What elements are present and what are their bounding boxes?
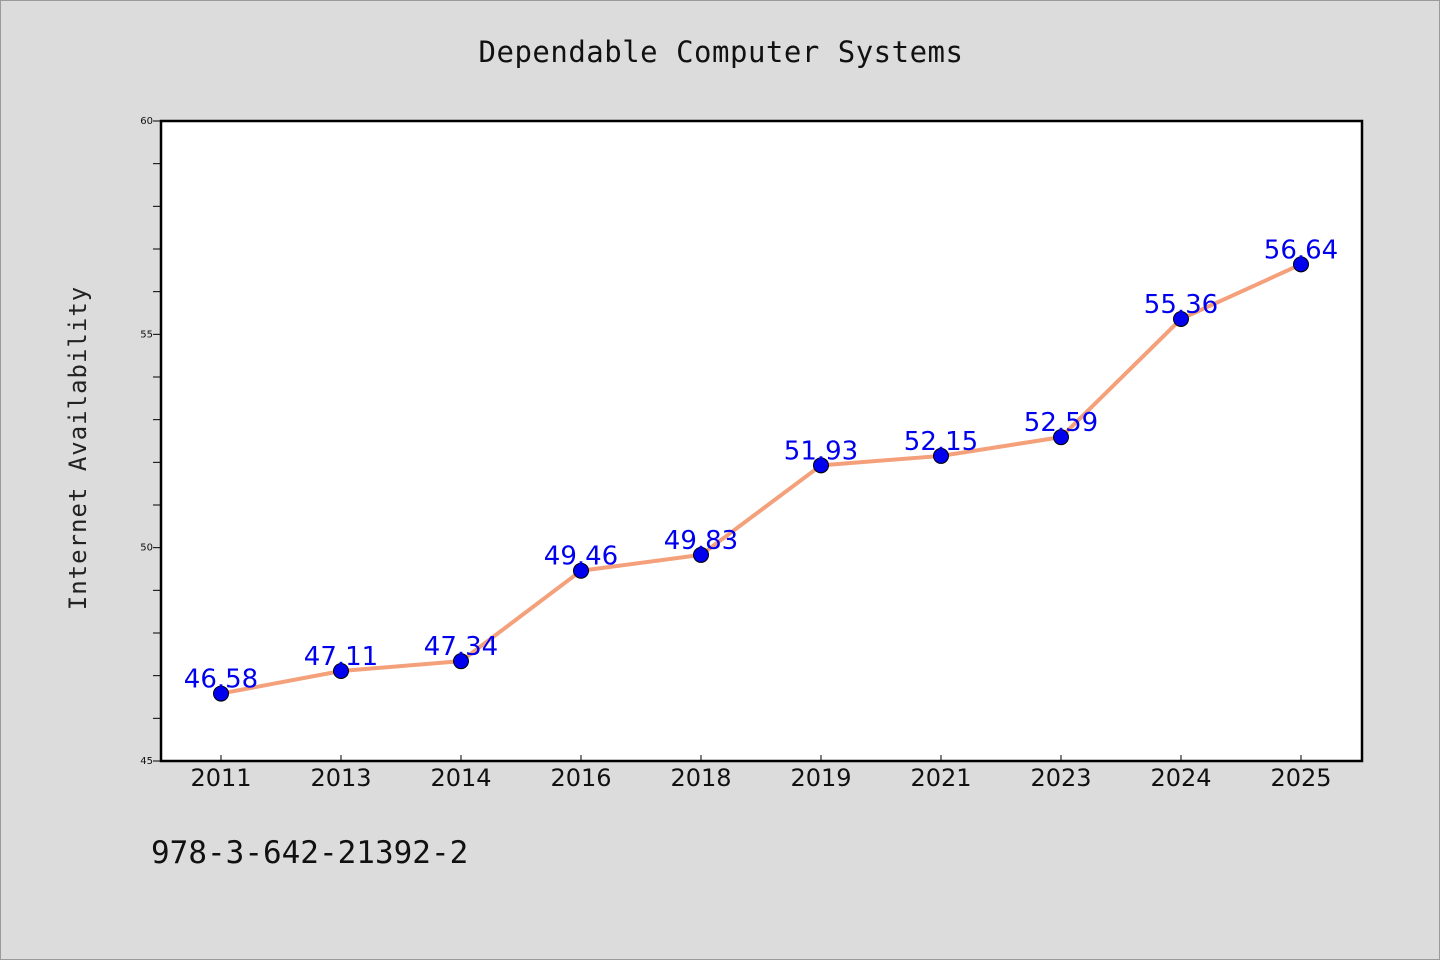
y-tick-label: 45 — [140, 756, 153, 767]
series-line — [219, 262, 1303, 696]
plot-frame — [159, 119, 1364, 763]
data-point — [693, 546, 709, 563]
data-markers — [213, 256, 1309, 702]
x-tick-label: 2018 — [670, 764, 731, 792]
y-ticks: 45 50 55 60 — [140, 116, 153, 767]
data-label: 51.93 — [784, 436, 858, 466]
x-tick-label: 2021 — [910, 764, 971, 792]
x-tick-label: 2023 — [1030, 764, 1091, 792]
footer-isbn: 978-3-642-21392-2 — [151, 835, 469, 871]
x-tick-label: 2024 — [1150, 764, 1211, 792]
data-point — [1293, 256, 1309, 273]
x-tick-label: 2011 — [190, 764, 251, 792]
x-ticks: 2011 2013 2014 2016 2018 2019 2021 2023 2024 2025 — [190, 755, 1332, 792]
x-tick-label: 2014 — [430, 764, 491, 792]
data-label: 46.58 — [184, 665, 258, 695]
plot-area — [161, 121, 1362, 761]
data-label: 52.15 — [904, 427, 978, 457]
y-minor-ticks — [153, 120, 161, 762]
data-point — [1173, 310, 1189, 327]
data-point — [453, 653, 469, 670]
data-labels: 46.58 47.11 47.34 49.46 49.83 51.93 52.15 52.59… — [184, 235, 1338, 694]
x-tick-label: 2025 — [1270, 764, 1331, 792]
data-point — [933, 447, 949, 464]
x-tick-label: 2016 — [550, 764, 611, 792]
data-label: 49.46 — [544, 542, 618, 572]
data-point — [1053, 429, 1069, 446]
chart-title: Dependable Computer Systems — [478, 35, 964, 69]
data-label: 56.64 — [1264, 235, 1338, 265]
data-label: 47.34 — [424, 632, 498, 662]
data-point — [813, 457, 829, 474]
data-point — [573, 562, 589, 579]
data-label: 49.83 — [664, 526, 738, 556]
y-tick-label: 60 — [140, 116, 153, 127]
x-tick-label: 2019 — [790, 764, 851, 792]
data-label: 52.59 — [1024, 408, 1098, 438]
x-tick-label: 2013 — [310, 764, 371, 792]
y-tick-label: 55 — [140, 329, 153, 340]
data-label: 55.36 — [1144, 290, 1218, 320]
data-label: 47.11 — [304, 642, 378, 672]
data-point — [333, 662, 349, 679]
data-point — [213, 685, 229, 702]
y-tick-label: 50 — [140, 543, 153, 554]
